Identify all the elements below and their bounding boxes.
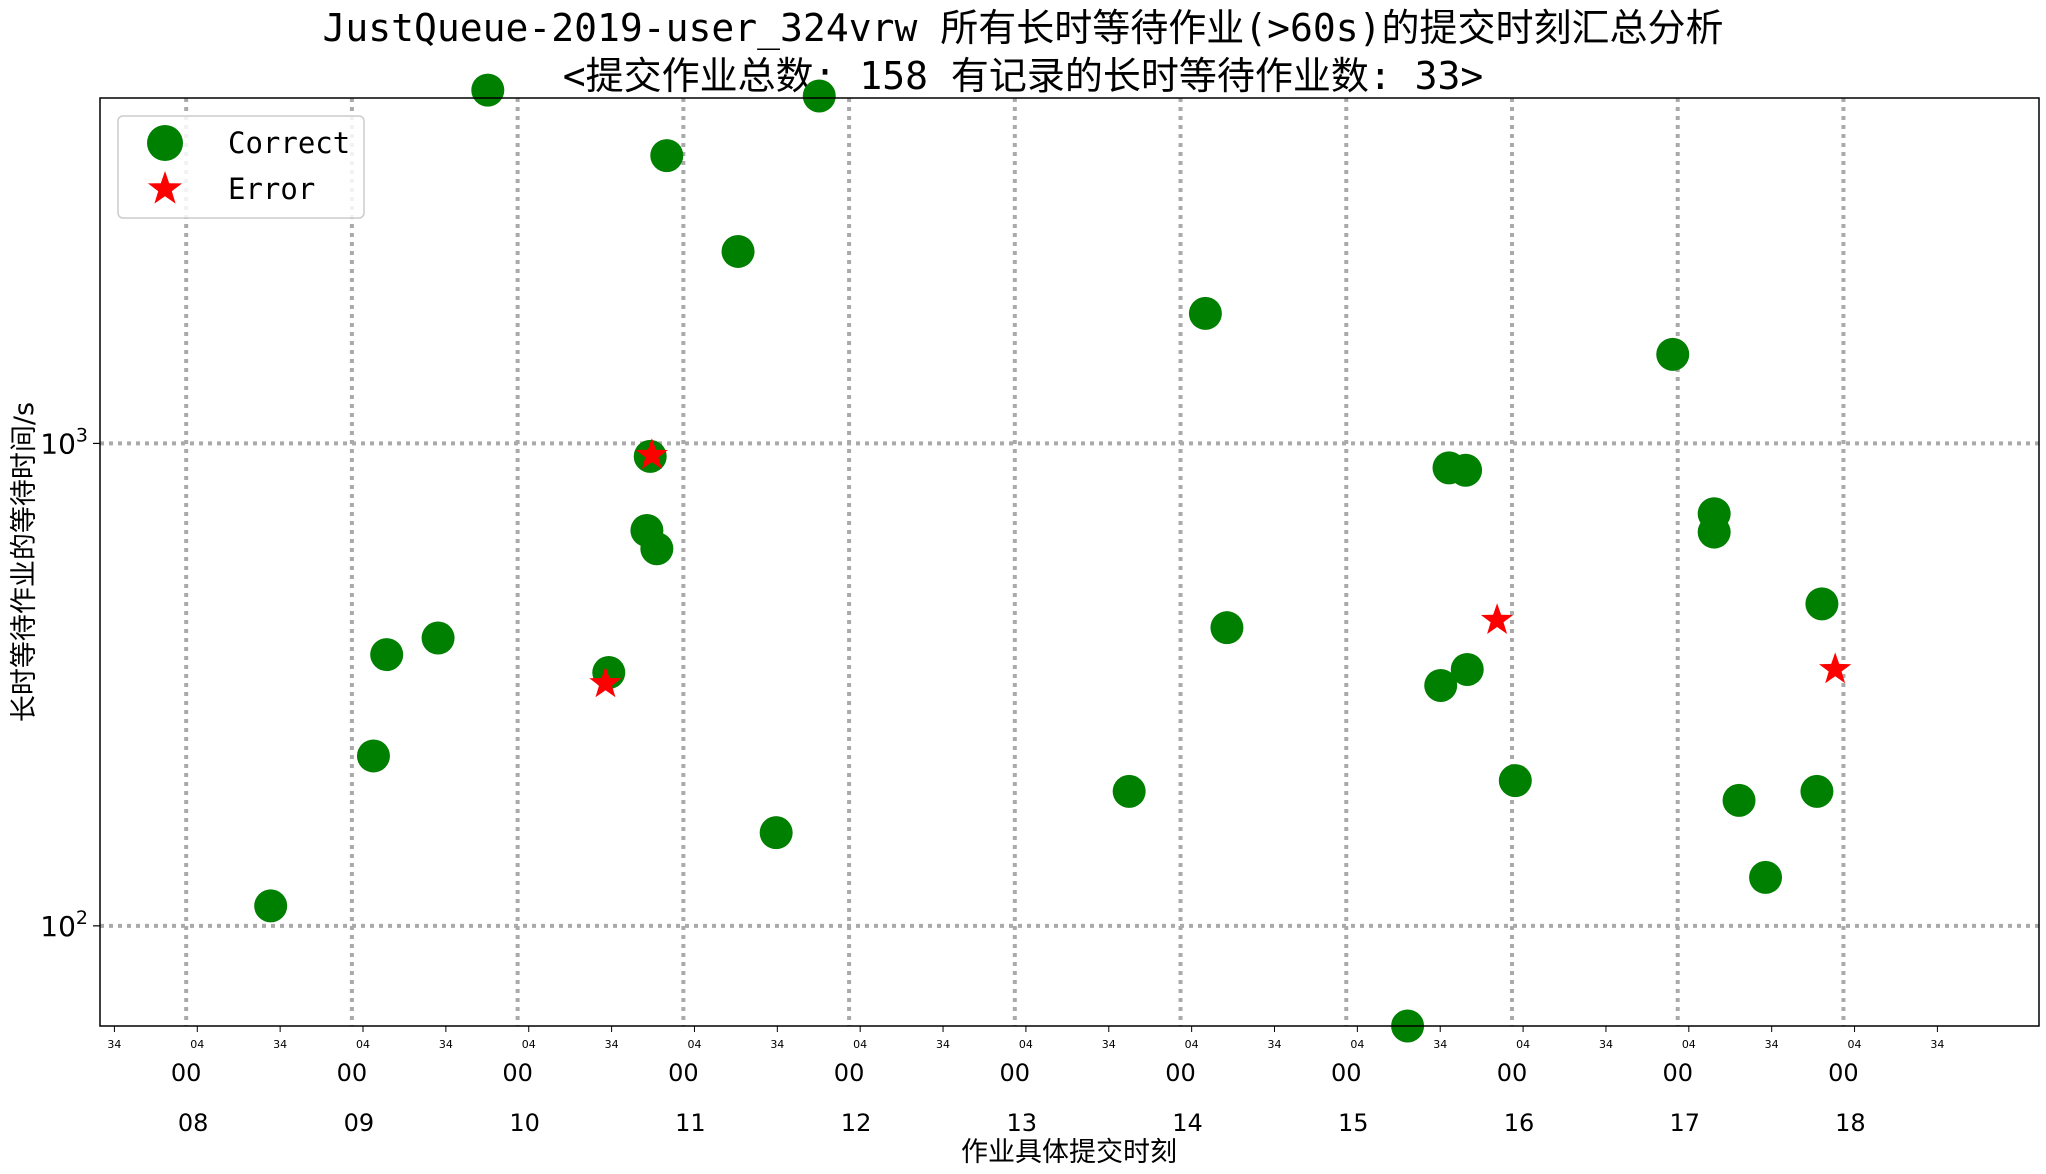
x-minor-tick-label: 04: [356, 1038, 370, 1051]
x-minor-tick-label: 04: [1350, 1038, 1364, 1051]
y-tick-label: 102: [40, 907, 88, 943]
x-minor-tick-label: 34: [1599, 1038, 1613, 1051]
x-minor-tick-label: 04: [190, 1038, 204, 1051]
x-minor-tick-label: 34: [1433, 1038, 1447, 1051]
x-tick-hour-label: 18: [1835, 1109, 1866, 1137]
plot-area-frame: [99, 97, 2040, 1027]
x-tick-minute-label: 00: [337, 1059, 368, 1087]
x-minor-tick-label: 34: [770, 1038, 784, 1051]
correct-point: [759, 816, 793, 850]
correct-point: [1656, 337, 1690, 371]
correct-point: [370, 638, 404, 672]
x-minor-tick-label: 04: [1185, 1038, 1199, 1051]
data-points: [254, 73, 1852, 1043]
x-tick-hour-label: 13: [1007, 1109, 1038, 1137]
error-point: [589, 666, 622, 698]
correct-point: [1188, 296, 1222, 330]
x-tick-hour-label: 08: [178, 1109, 209, 1137]
x-minor-tick-label: 04: [1516, 1038, 1530, 1051]
correct-point: [1722, 783, 1756, 817]
correct-point: [421, 621, 455, 655]
correct-point: [640, 532, 674, 566]
x-minor-tick-label: 04: [522, 1038, 536, 1051]
x-tick-minute-label: 00: [668, 1059, 699, 1087]
x-tick-minute-label: 00: [171, 1059, 202, 1087]
x-tick-hour-label: 11: [675, 1109, 706, 1137]
x-tick-minute-label: 00: [1662, 1059, 1693, 1087]
x-minor-tick-label: 04: [1848, 1038, 1862, 1051]
correct-point: [1112, 774, 1146, 808]
correct-point: [471, 73, 505, 107]
correct-point: [1450, 652, 1484, 686]
legend: Correct Error: [117, 115, 365, 219]
x-tick-hour-label: 16: [1504, 1109, 1535, 1137]
x-tick-hour-label: 10: [509, 1109, 540, 1137]
x-minor-tick-label: 04: [1019, 1038, 1033, 1051]
axis-ticks: 34 04 34 04 34 04 34 04 34 04 34 04 34 04 34 04 34 04 34 04…: [40, 424, 1944, 1137]
x-tick-hour-label: 09: [344, 1109, 375, 1137]
x-minor-tick-label: 34: [1102, 1038, 1116, 1051]
correct-point: [1498, 764, 1532, 798]
error-point: [635, 438, 668, 469]
x-minor-tick-label: 34: [107, 1038, 121, 1051]
x-tick-minute-label: 00: [502, 1059, 533, 1087]
x-tick-minute-label: 00: [834, 1059, 865, 1087]
correct-point: [1800, 774, 1834, 808]
x-tick-hour-label: 12: [841, 1109, 872, 1137]
x-minor-tick-label: 34: [1930, 1038, 1944, 1051]
correct-point: [1449, 453, 1483, 487]
x-tick-hour-label: 15: [1338, 1109, 1369, 1137]
x-minor-tick-label: 34: [1268, 1038, 1282, 1051]
legend-error-marker: [147, 171, 183, 204]
x-tick-minute-label: 00: [1331, 1059, 1362, 1087]
x-minor-tick-label: 34: [273, 1038, 287, 1051]
y-tick-label: 103: [40, 424, 88, 460]
correct-point: [356, 739, 390, 773]
x-tick-minute-label: 00: [1165, 1059, 1196, 1087]
correct-point: [802, 79, 836, 113]
correct-point: [1697, 515, 1731, 549]
x-minor-tick-label: 34: [439, 1038, 453, 1051]
x-tick-hour-label: 17: [1669, 1109, 1700, 1137]
correct-point: [1805, 587, 1839, 621]
x-tick-hour-label: 14: [1172, 1109, 1203, 1137]
chart-title: JustQueue-2019-user_324vrw 所有长时等待作业(>60s…: [322, 6, 1724, 50]
x-minor-tick-label: 04: [853, 1038, 867, 1051]
x-tick-minute-label: 00: [1000, 1059, 1031, 1087]
correct-point: [650, 139, 684, 173]
grid-lines: [100, 98, 2039, 1026]
correct-point: [1424, 668, 1458, 702]
y-axis-label: 长时等待作业的等待时间/s: [9, 402, 40, 722]
legend-correct-label: Correct: [228, 126, 350, 160]
legend-correct-marker: [147, 125, 183, 161]
x-minor-tick-label: 34: [605, 1038, 619, 1051]
correct-point: [721, 234, 755, 268]
legend-error-label: Error: [228, 172, 315, 206]
error-point: [1480, 603, 1514, 634]
x-axis-label: 作业具体提交时刻: [961, 1137, 1177, 1168]
x-tick-minute-label: 00: [1828, 1059, 1859, 1087]
x-minor-tick-label: 34: [936, 1038, 950, 1051]
x-minor-tick-label: 34: [1765, 1038, 1779, 1051]
error-point: [1819, 652, 1852, 684]
x-tick-minute-label: 00: [1497, 1059, 1528, 1087]
x-minor-tick-label: 04: [1682, 1038, 1696, 1051]
correct-point: [1210, 611, 1244, 645]
x-minor-tick-label: 04: [687, 1038, 701, 1051]
chart-subtitle: <提交作业总数: 158 有记录的长时等待作业数: 33>: [562, 54, 1484, 98]
correct-point: [1749, 860, 1783, 894]
correct-point: [254, 889, 288, 923]
